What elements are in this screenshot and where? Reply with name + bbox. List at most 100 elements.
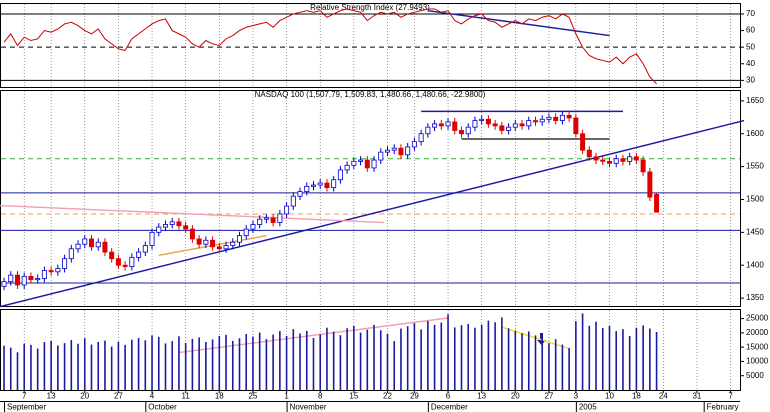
volume-bar	[36, 348, 39, 390]
candle-body	[156, 226, 162, 233]
candle-body	[559, 114, 565, 121]
volume-bar	[581, 313, 584, 390]
candle-body	[418, 133, 424, 143]
candle-body	[499, 125, 505, 131]
candle-body	[465, 126, 471, 135]
x-tick-label: 3	[574, 392, 579, 401]
candle-body	[169, 221, 175, 225]
candle-body	[223, 245, 229, 250]
candle-body	[600, 159, 606, 162]
y-tick-label: 1450	[746, 227, 764, 236]
volume-bar	[541, 336, 544, 390]
candle-body	[485, 118, 491, 125]
month-label: December	[431, 403, 468, 412]
volume-bar	[225, 334, 227, 390]
volume-bar	[124, 344, 126, 390]
candle-body	[526, 120, 532, 127]
volume-bar	[238, 338, 241, 390]
candle-body	[21, 276, 27, 286]
candle-body	[479, 118, 485, 121]
candle-body	[391, 147, 397, 151]
volume-bar	[601, 328, 604, 390]
volume-bar	[427, 321, 429, 390]
y-tick-label: 50	[746, 42, 755, 51]
volume-bar	[447, 314, 449, 390]
volume-bar	[151, 335, 153, 390]
x-tick-label: 1	[284, 392, 289, 401]
candle-body	[304, 185, 310, 192]
volume-bar	[245, 334, 248, 390]
candle-body	[149, 231, 155, 246]
candle-body	[593, 156, 599, 161]
x-tick-label: 27	[544, 392, 553, 401]
candle-body	[586, 149, 592, 158]
rsi-frame	[0, 3, 741, 88]
volume-bar	[252, 336, 254, 390]
candle-body	[573, 117, 579, 135]
candle-body	[48, 270, 54, 273]
month-label: February	[707, 403, 739, 412]
candle-body	[627, 156, 633, 162]
candle-body	[68, 248, 74, 260]
volume-bar	[548, 343, 550, 390]
candle-body	[129, 256, 135, 267]
volume-bar	[9, 347, 12, 390]
volume-bar	[231, 340, 234, 390]
y-tick-label: 1400	[746, 260, 764, 269]
volume-bar	[157, 336, 160, 390]
candle-body	[633, 156, 639, 161]
candle-body	[580, 133, 586, 151]
candle-body	[351, 160, 357, 166]
volume-bar	[655, 332, 658, 390]
volume-bar	[561, 344, 564, 390]
volume-bar	[346, 328, 348, 390]
candle-body	[553, 116, 559, 121]
volume-bar	[30, 344, 32, 390]
candle-body	[257, 218, 263, 225]
x-tick-label: 7	[728, 392, 733, 401]
volume-bar	[178, 336, 180, 390]
volume-bar	[104, 340, 106, 390]
candle-body	[506, 126, 512, 131]
candle-body	[270, 217, 276, 223]
candle-body	[512, 123, 518, 128]
y-tick-label: 30	[746, 75, 755, 84]
candle-body	[606, 160, 612, 164]
volume-bar	[205, 342, 207, 390]
volume-bar	[359, 332, 362, 390]
trend-line	[0, 119, 745, 308]
candle-body	[358, 159, 364, 162]
candle-body	[445, 121, 451, 127]
candle-body	[384, 149, 390, 153]
candle-body	[438, 123, 444, 127]
x-tick-label: 31	[692, 392, 701, 401]
y-tick-label: 70	[746, 9, 755, 18]
volume-bar	[608, 326, 611, 390]
volume-bar	[595, 321, 597, 390]
volume-bar	[16, 352, 19, 390]
y-tick-label: 1350	[746, 293, 764, 302]
volume-bar	[568, 348, 570, 390]
volume-bar	[353, 326, 355, 390]
volume-bar	[379, 330, 382, 390]
volume-bar	[521, 333, 523, 390]
month-label: September	[7, 403, 46, 412]
volume-bar	[527, 331, 530, 390]
volume-bar	[326, 327, 328, 390]
y-tick-label: 5000	[746, 371, 764, 380]
volume-bar	[474, 327, 476, 390]
volume-bar	[279, 331, 281, 390]
volume-bar	[265, 339, 268, 390]
volume-bar	[460, 325, 463, 390]
candle-body	[654, 193, 660, 213]
candle-body	[277, 213, 283, 223]
volume-bar	[440, 322, 443, 390]
candle-body	[566, 114, 572, 119]
y-tick-label: 25000	[746, 314, 769, 323]
volume-bar	[622, 329, 624, 390]
candle-body	[263, 217, 269, 220]
volume-bar	[514, 330, 517, 390]
candle-body	[546, 116, 552, 120]
